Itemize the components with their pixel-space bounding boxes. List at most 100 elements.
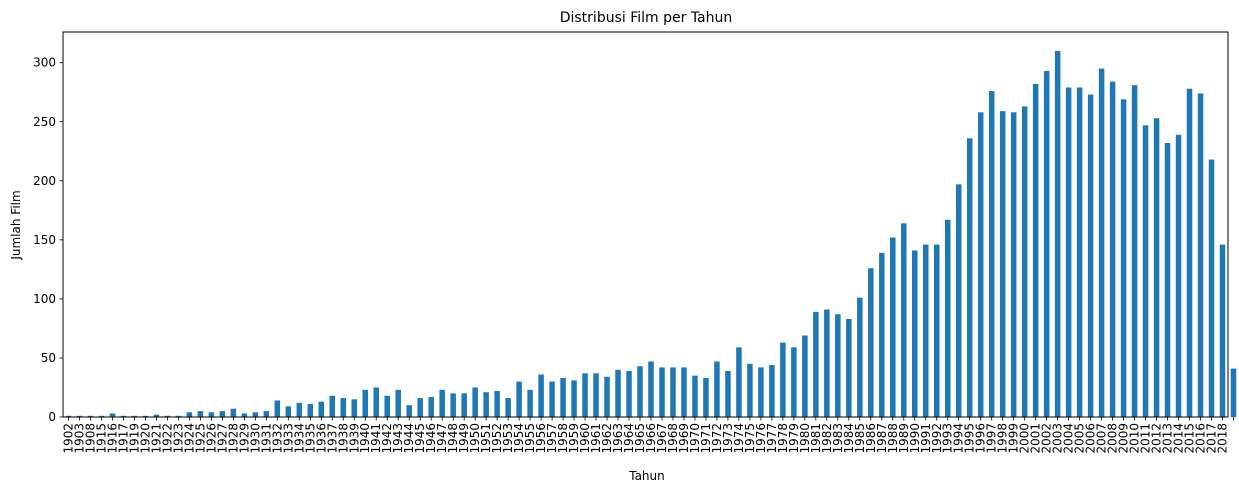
bar-1923 [175, 415, 182, 417]
bar-1953 [505, 398, 511, 417]
bar-1952 [494, 391, 500, 417]
x-tick-label: 1970 [688, 423, 702, 454]
bar-1987 [879, 252, 885, 417]
x-tick-label: 1948 [446, 423, 460, 454]
bar-1931 [263, 411, 270, 417]
x-tick-label: 1980 [798, 423, 812, 454]
bar-1932 [274, 400, 281, 417]
x-tick-label: 2000 [1018, 423, 1032, 454]
bar-2004 [1065, 87, 1072, 417]
x-tick-label: 1999 [1007, 423, 1021, 454]
x-tick-label: 1985 [853, 423, 867, 454]
x-tick-label: 1965 [633, 423, 647, 454]
bar-2007 [1098, 68, 1105, 418]
x-tick-label: 1989 [897, 423, 911, 454]
bar-1915 [98, 415, 105, 417]
bar-1975 [747, 363, 753, 417]
bar-1949 [461, 393, 467, 417]
bar-1942 [384, 395, 390, 417]
bar-1935 [307, 404, 314, 417]
x-tick-label: 1931 [259, 423, 273, 454]
x-tick-label: 1998 [996, 423, 1010, 454]
x-tick-label: 1959 [567, 423, 581, 454]
bar-2018 [1219, 244, 1226, 417]
x-tick-label: 2010 [1128, 423, 1142, 454]
bar-1973 [725, 370, 731, 417]
x-tick-label: 1926 [204, 423, 218, 454]
x-tick-label: 1979 [787, 423, 801, 454]
bar-1976 [758, 367, 764, 417]
bar-2016 [1197, 93, 1204, 417]
bar-2000 [1021, 106, 1028, 418]
bar-2010 [1131, 85, 1138, 417]
bar-1974 [736, 347, 742, 417]
bar-1903 [76, 415, 83, 417]
bar-1967 [659, 367, 665, 417]
x-tick-label: 1943 [391, 423, 405, 454]
x-tick-label: 1961 [589, 423, 603, 454]
x-tick-label: 1977 [765, 423, 779, 454]
x-tick-label: 1953 [501, 423, 515, 454]
bar-1960 [582, 373, 588, 417]
x-tick-label: 1952 [490, 423, 504, 454]
x-tick-label: 1923 [171, 423, 185, 454]
y-tick-label: 100 [33, 292, 56, 306]
bar-1999 [1010, 112, 1017, 417]
bar-2014 [1175, 134, 1182, 417]
bar-undefined [1230, 368, 1237, 417]
bars-group [65, 50, 1237, 418]
bar-1959 [571, 380, 577, 417]
bar-1981 [813, 311, 819, 417]
x-tick-label: 2003 [1051, 423, 1065, 454]
bar-1982 [824, 309, 830, 417]
x-tick-label: 1917 [116, 423, 130, 454]
bar-1957 [549, 381, 555, 417]
bar-1991 [923, 244, 929, 417]
bar-1978 [780, 342, 786, 417]
x-tick-label: 1922 [160, 423, 174, 454]
bar-1968 [670, 367, 676, 417]
bar-1948 [450, 393, 456, 417]
bar-1996 [977, 112, 984, 417]
x-tick-label: 1964 [622, 423, 636, 454]
bar-1927 [219, 411, 226, 417]
x-tick-label: 1974 [732, 423, 746, 454]
bar-1926 [208, 412, 215, 417]
bar-1989 [901, 223, 907, 417]
x-tick-label: 2002 [1040, 423, 1054, 454]
x-tick-label: 1924 [182, 423, 196, 454]
x-tick-label: 1915 [94, 423, 108, 454]
x-tick-label: 1938 [336, 423, 350, 454]
x-tick-label: 1908 [83, 423, 97, 454]
bar-1920 [142, 415, 149, 417]
bar-1928 [230, 408, 237, 417]
bar-1990 [912, 250, 918, 417]
bar-1961 [593, 373, 599, 417]
x-tick-label: 2008 [1106, 423, 1120, 454]
bar-1962 [604, 376, 610, 417]
x-tick-label: 1976 [754, 423, 768, 454]
bar-1938 [340, 398, 347, 417]
bar-1983 [835, 314, 841, 417]
x-tick-label: 1919 [127, 423, 141, 454]
y-tick-label: 50 [41, 351, 56, 365]
x-tick-label: 1991 [919, 423, 933, 454]
bar-1956 [538, 374, 544, 417]
x-axis: 1902190319081915191619171919192019211922… [62, 417, 1234, 454]
x-tick-label: 2017 [1205, 423, 1219, 454]
x-tick-label: 1983 [831, 423, 845, 454]
x-tick-label: 1928 [226, 423, 240, 454]
bar-2003 [1054, 50, 1061, 418]
bar-1925 [197, 411, 204, 417]
x-tick-label: 1916 [105, 423, 119, 454]
x-tick-label: 1939 [347, 423, 361, 454]
bar-1937 [329, 395, 336, 417]
x-tick-label: 1992 [930, 423, 944, 454]
x-tick-label: 1993 [941, 423, 955, 454]
x-tick-label: 2007 [1095, 423, 1109, 454]
x-tick-label: 2015 [1183, 423, 1197, 454]
bar-2009 [1120, 99, 1127, 417]
x-tick-label: 1990 [908, 423, 922, 454]
x-tick-label: 1968 [666, 423, 680, 454]
x-tick-label: 1940 [358, 423, 372, 454]
